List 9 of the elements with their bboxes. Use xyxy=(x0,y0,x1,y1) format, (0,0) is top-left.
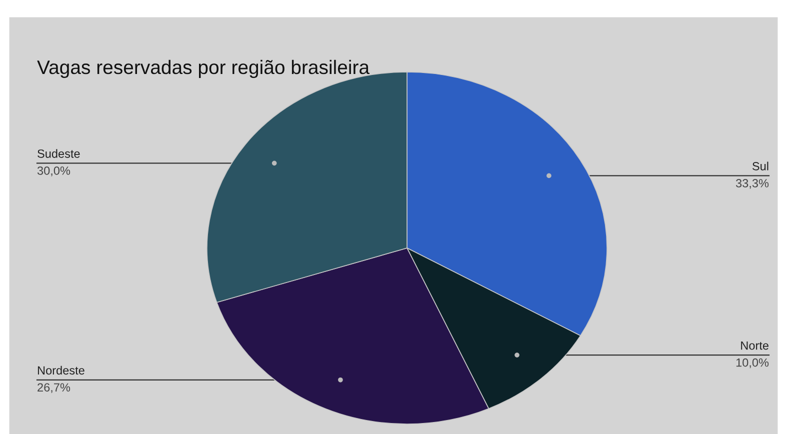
data-label: 10,0% xyxy=(736,358,769,368)
chart-title: Vagas reservadas por região brasileira xyxy=(37,60,370,78)
data-label: 30,0% xyxy=(37,166,70,176)
data-label: 33,3% xyxy=(736,179,769,189)
slice-label: Norte xyxy=(741,341,768,350)
slice-label: Sudeste xyxy=(38,149,80,158)
data-label: 26,7% xyxy=(38,383,70,393)
slice-label: Nordeste xyxy=(38,366,84,375)
slice-label: Sul xyxy=(752,162,768,170)
